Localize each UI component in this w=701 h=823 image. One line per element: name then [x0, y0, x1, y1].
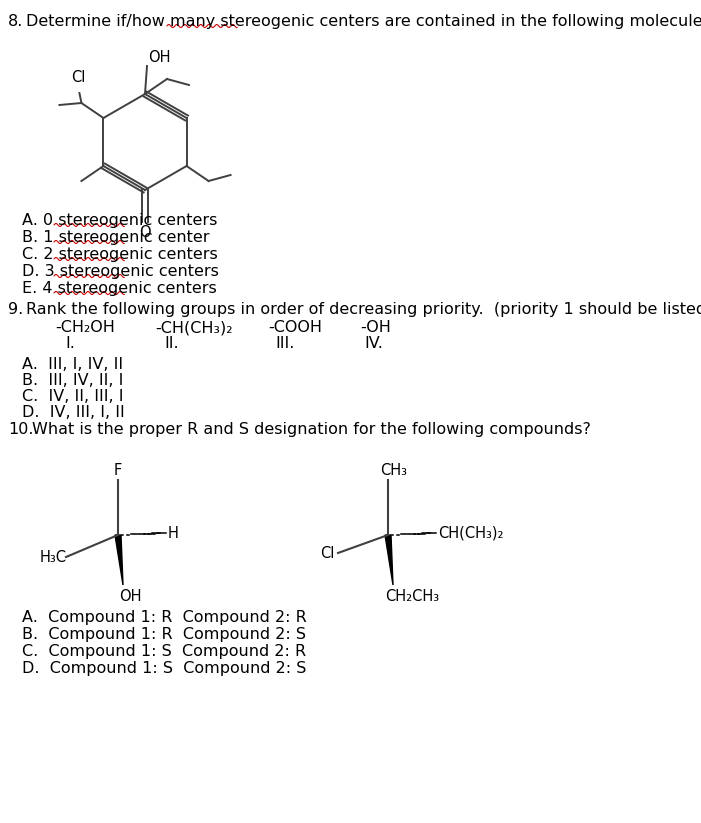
Text: -OH: -OH: [360, 320, 391, 335]
Text: I.: I.: [65, 336, 75, 351]
Text: B. 1 stereogenic center: B. 1 stereogenic center: [22, 230, 210, 245]
Text: -CH(CH₃)₂: -CH(CH₃)₂: [155, 320, 233, 335]
Text: D.  Compound 1: S  Compound 2: S: D. Compound 1: S Compound 2: S: [22, 661, 306, 676]
Text: 9.: 9.: [8, 302, 23, 317]
Text: E. 4 stereogenic centers: E. 4 stereogenic centers: [22, 281, 217, 296]
Text: II.: II.: [165, 336, 179, 351]
Text: C.  IV, II, III, I: C. IV, II, III, I: [22, 389, 123, 404]
Text: III.: III.: [275, 336, 294, 351]
Polygon shape: [385, 535, 393, 585]
Text: 8.: 8.: [8, 14, 23, 29]
Text: D. 3 stereogenic centers: D. 3 stereogenic centers: [22, 264, 219, 279]
Text: Determine if/how many stereogenic centers are contained in the following molecul: Determine if/how many stereogenic center…: [26, 14, 701, 29]
Text: A.  Compound 1: R  Compound 2: R: A. Compound 1: R Compound 2: R: [22, 610, 307, 625]
Text: CH₂CH₃: CH₂CH₃: [385, 589, 439, 604]
Text: H: H: [168, 526, 179, 541]
Text: OH: OH: [148, 50, 170, 65]
Polygon shape: [115, 535, 123, 585]
Text: D.  IV, III, I, II: D. IV, III, I, II: [22, 405, 125, 420]
Text: Cl: Cl: [72, 70, 86, 85]
Text: What is the proper R and S designation for the following compounds?: What is the proper R and S designation f…: [32, 422, 591, 437]
Text: A. 0 stereogenic centers: A. 0 stereogenic centers: [22, 213, 217, 228]
Text: 10.: 10.: [8, 422, 34, 437]
Text: O: O: [139, 225, 151, 240]
Text: F: F: [114, 463, 122, 478]
Text: -COOH: -COOH: [268, 320, 322, 335]
Text: C.  Compound 1: S  Compound 2: R: C. Compound 1: S Compound 2: R: [22, 644, 306, 659]
Text: CH(CH₃)₂: CH(CH₃)₂: [438, 526, 503, 541]
Text: B.  Compound 1: R  Compound 2: S: B. Compound 1: R Compound 2: S: [22, 627, 306, 642]
Text: C. 2 stereogenic centers: C. 2 stereogenic centers: [22, 247, 218, 262]
Text: OH: OH: [119, 589, 142, 604]
Text: CH₃: CH₃: [380, 463, 407, 478]
Text: Cl: Cl: [320, 546, 334, 560]
Text: -CH₂OH: -CH₂OH: [55, 320, 115, 335]
Text: B.  III, IV, II, I: B. III, IV, II, I: [22, 373, 123, 388]
Text: H₃C: H₃C: [40, 550, 67, 565]
Text: IV.: IV.: [365, 336, 383, 351]
Text: Rank the following groups in order of decreasing priority.  (priority 1 should b: Rank the following groups in order of de…: [26, 302, 701, 317]
Text: A.  III, I, IV, II: A. III, I, IV, II: [22, 357, 123, 372]
